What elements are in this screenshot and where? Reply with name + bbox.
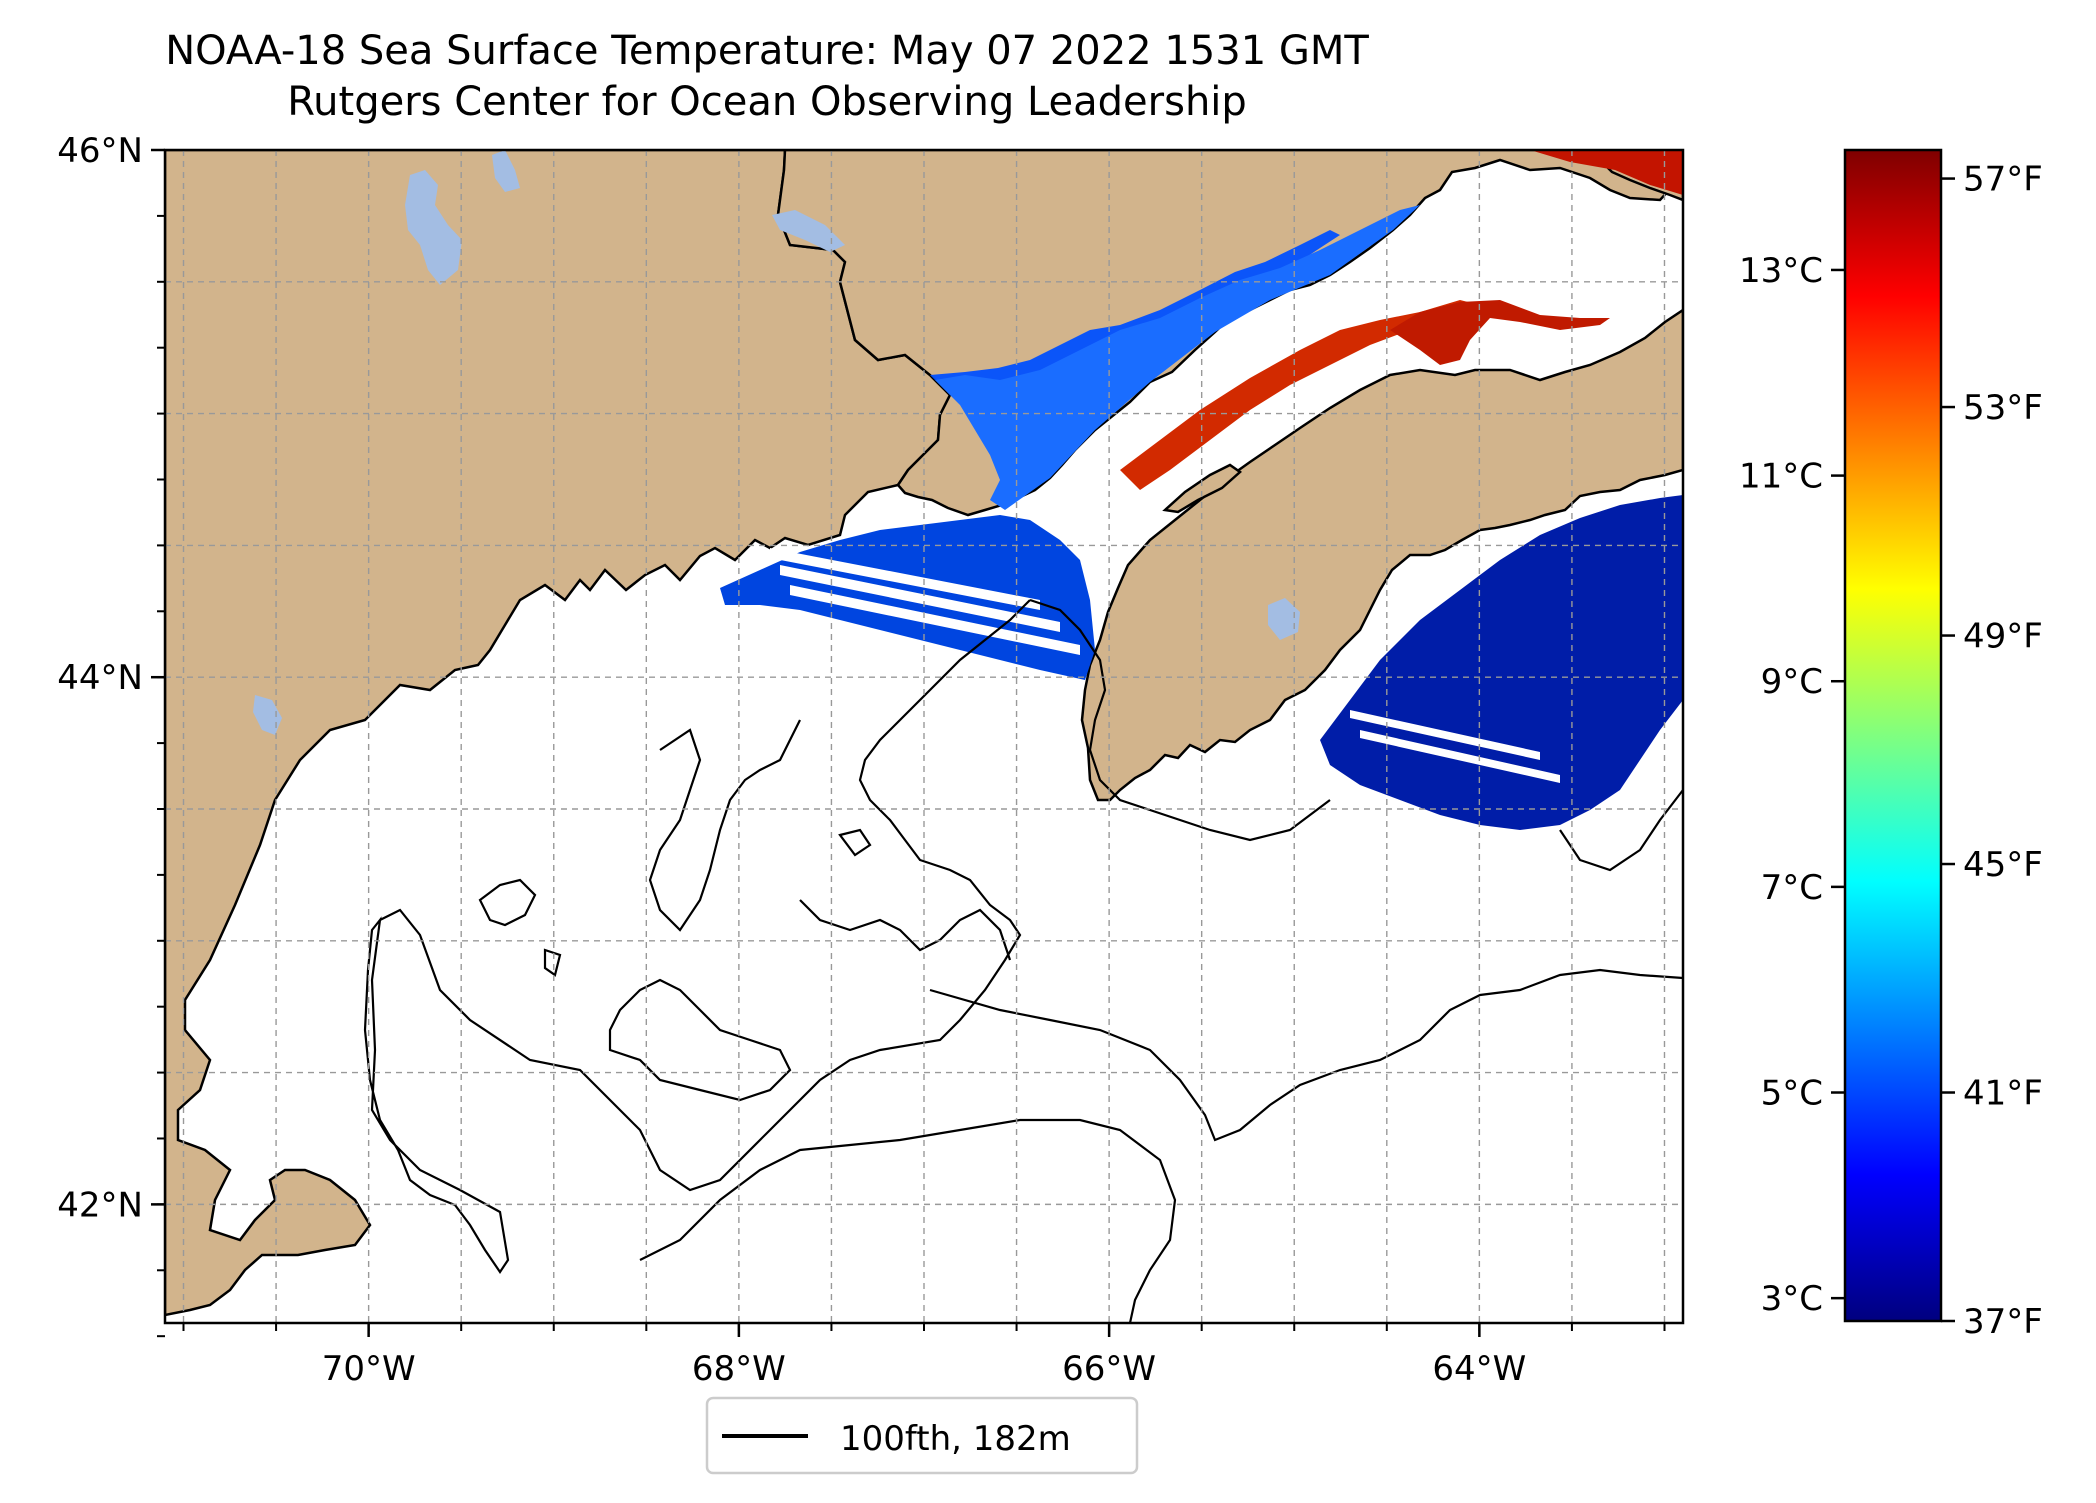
celsius-tick-label: 9°C <box>1761 662 1823 702</box>
sst-bay-of-fundy <box>930 230 1340 410</box>
lake <box>492 150 520 192</box>
sst-scan-gaps <box>770 548 1560 783</box>
celsius-tick-label: 5°C <box>1761 1074 1823 1114</box>
latitude-axis: 46°N 44°N 42°N <box>57 131 165 1338</box>
contour-line <box>379 599 1031 1192</box>
fahrenheit-tick-label: 53°F <box>1963 388 2043 428</box>
map-gridlines <box>165 150 1683 1323</box>
fahrenheit-tick-label: 41°F <box>1963 1074 2043 1114</box>
bathymetry-100fth-contour <box>363 598 1683 1323</box>
contour-line <box>608 978 792 1102</box>
celsius-tick-label: 7°C <box>1761 868 1823 908</box>
celsius-tick-label: 3°C <box>1761 1279 1823 1319</box>
colorbar: 13°C 11°C 9°C 7°C 5°C 3°C 57°F 53°F 49°F 45°F 41°… <box>1739 148 2043 1342</box>
fahrenheit-tick-label: 57°F <box>1963 160 2043 200</box>
colorbar-gradient <box>1843 148 1943 1323</box>
contour-line <box>639 1118 1177 1323</box>
lon-tick-label: 70°W <box>322 1349 416 1389</box>
lon-tick-label: 66°W <box>1062 1349 1156 1389</box>
lake <box>405 170 462 285</box>
lake <box>772 210 845 252</box>
lat-tick-label: 44°N <box>57 658 143 698</box>
lake <box>1268 598 1300 640</box>
fahrenheit-tick-label: 37°F <box>1963 1302 2043 1342</box>
sst-minas-basin <box>1390 300 1610 365</box>
contour-line <box>1029 598 1331 842</box>
colorbar-fahrenheit-axis: 57°F 53°F 49°F 45°F 41°F 37°F <box>1941 160 2043 1342</box>
contour-line <box>543 948 562 977</box>
contour-line <box>929 968 1683 1142</box>
legend-box <box>705 1396 1139 1475</box>
contour-line <box>478 878 537 927</box>
lake <box>253 695 282 735</box>
legend: 100fth, 182m <box>705 1396 1139 1475</box>
lon-tick-label: 64°W <box>1432 1349 1526 1389</box>
legend-label: 100fth, 182m <box>840 1419 1071 1459</box>
contour-line <box>363 916 510 1274</box>
map-title: NOAA-18 Sea Surface Temperature: May 07 … <box>165 28 1369 74</box>
contour-line <box>799 899 1012 961</box>
contour-line <box>648 719 801 932</box>
lat-tick-label: 46°N <box>57 131 143 171</box>
contour-line <box>838 828 872 857</box>
land-grand-manan <box>1162 463 1243 514</box>
map-subtitle: Rutgers Center for Ocean Observing Leade… <box>287 79 1247 125</box>
colorbar-celsius-axis: 13°C 11°C 9°C 7°C 5°C 3°C <box>1739 251 1845 1319</box>
fahrenheit-tick-label: 45°F <box>1963 845 2043 885</box>
map-panel: 70°W 68°W 66°W 64°W 46°N 44°N 42°N <box>57 131 1685 1389</box>
longitude-axis: 70°W 68°W 66°W 64°W <box>182 1323 1666 1389</box>
lon-tick-label: 68°W <box>692 1349 786 1389</box>
celsius-tick-label: 13°C <box>1739 251 1823 291</box>
sst-pei-warm <box>1530 150 1683 195</box>
celsius-tick-label: 11°C <box>1739 457 1823 497</box>
fahrenheit-tick-label: 49°F <box>1963 617 2043 657</box>
lat-tick-label: 42°N <box>57 1185 143 1225</box>
